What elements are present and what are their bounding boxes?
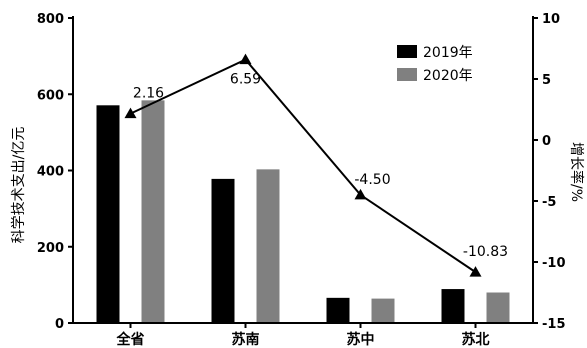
right-axis-title: 增长率/% [568, 142, 585, 202]
legend-swatch-2020 [397, 68, 417, 81]
growth-line-layer: 2.16 6.59 -4.50 -10.83 [124, 53, 508, 277]
growth-marker-苏北 [469, 266, 482, 277]
growth-marker-苏南 [239, 53, 252, 65]
category-label: 苏南 [232, 331, 260, 348]
left-axis-title: 科学技术支出/亿元 [11, 127, 27, 244]
growth-data-label-苏中: -4.50 [354, 172, 390, 188]
growth-line [130, 58, 477, 273]
left-tick-label: 800 [37, 12, 64, 27]
left-tick-label: 0 [55, 317, 64, 332]
bar-2020年-苏中 [371, 298, 395, 323]
legend: 2019年 2020年 [397, 45, 473, 84]
right-tick-label: 5 [542, 73, 551, 88]
bar-2019年-苏北 [441, 289, 465, 323]
right-axis-ticks: -15 -10 -5 0 5 10 [533, 12, 566, 332]
right-tick-label: -10 [542, 256, 566, 271]
category-label: 全省 [116, 331, 145, 348]
growth-marker-苏中 [354, 188, 367, 200]
growth-data-label-全省: 2.16 [133, 86, 164, 102]
bars-layer [96, 100, 510, 324]
bar-2020年-全省 [141, 100, 165, 323]
category-label: 苏中 [347, 331, 375, 348]
growth-marker-全省 [124, 107, 137, 119]
category-label: 苏北 [462, 331, 490, 348]
left-tick-label: 400 [37, 165, 64, 180]
left-tick-label: 600 [37, 88, 64, 103]
bar-2019年-全省 [96, 105, 120, 324]
right-tick-label: -15 [542, 317, 566, 332]
bar-2019年-苏南 [211, 178, 235, 323]
legend-label-2019: 2019年 [423, 45, 473, 61]
left-axis-ticks: 0 200 400 600 800 [37, 12, 73, 332]
bar-2020年-苏北 [486, 292, 510, 323]
legend-swatch-2019 [397, 45, 417, 58]
right-tick-label: 0 [542, 134, 551, 149]
left-tick-label: 200 [37, 241, 64, 256]
bar-2019年-苏中 [326, 297, 350, 323]
growth-data-label-苏北: -10.83 [463, 244, 508, 260]
legend-label-2020: 2020年 [423, 68, 473, 84]
growth-data-label-苏南: 6.59 [230, 72, 261, 88]
right-tick-label: 10 [542, 12, 560, 27]
bar-2020年-苏南 [256, 169, 280, 323]
category-labels: 全省 苏南 苏中 苏北 [116, 323, 490, 348]
right-tick-label: -5 [542, 195, 556, 210]
